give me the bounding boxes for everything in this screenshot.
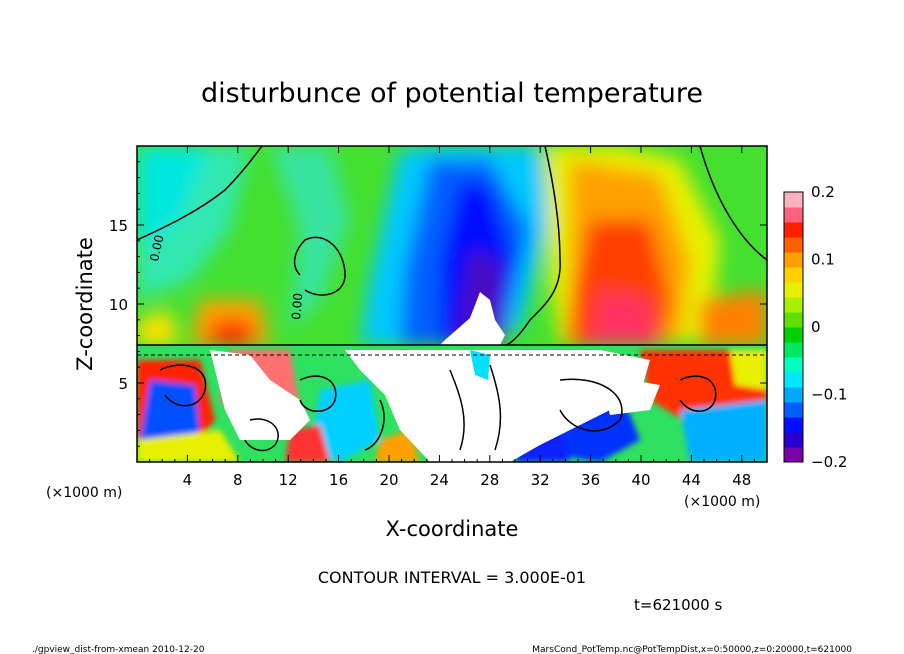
colorbar-segment (784, 357, 803, 373)
x-tick-label: 28 (480, 471, 499, 489)
colorbar-tick-label: −0.2 (811, 453, 847, 471)
colorbar-segment (784, 297, 803, 313)
x-tick-label: 32 (531, 471, 550, 489)
chart-title: disturbunce of potential temperature (201, 78, 703, 109)
x-axis-label: X-coordinate (386, 517, 519, 541)
colorbar-tick-label: −0.1 (811, 386, 847, 404)
footer-right: MarsCond_PotTemp.nc@PotTempDist,x=0:5000… (532, 645, 852, 654)
colorbar-segment (784, 432, 803, 448)
colorbar (784, 192, 803, 463)
y-axis-unit: (×1000 m) (46, 485, 122, 501)
contour-lines (137, 146, 767, 452)
x-tick-label: 40 (631, 471, 650, 489)
x-tick-label: 8 (233, 471, 243, 489)
x-tick-label: 12 (279, 471, 298, 489)
y-tick-label: 10 (109, 296, 128, 314)
colorbar-segment (784, 447, 803, 463)
x-axis-unit: (×1000 m) (684, 494, 760, 510)
y-tick-label: 15 (109, 217, 128, 235)
colorbar-segment (784, 327, 803, 343)
colorbar-tick-label: 0 (811, 318, 821, 336)
y-axis-label: Z-coordinate (73, 237, 97, 371)
colorbar-segment (784, 417, 803, 433)
colorbar-segment (784, 312, 803, 328)
time-annotation: t=621000 s (634, 596, 722, 614)
contour-label-0: 0.00 (147, 234, 166, 263)
contour-label-1: 0.00 (289, 292, 305, 320)
colorbar-segment (784, 207, 803, 223)
colorbar-segment (784, 192, 803, 208)
y-tick-label: 5 (118, 375, 128, 393)
x-axis-ticks: 4 8 12 16 20 24 28 32 36 40 44 48 (149, 146, 755, 489)
upper-layer-field (137, 146, 767, 345)
colorbar-segment (784, 252, 803, 268)
white-peak-region (440, 292, 505, 345)
lower-layer-field (137, 345, 767, 462)
colorbar-segment (784, 372, 803, 388)
y-axis-ticks: 5 10 15 (109, 161, 767, 447)
colorbar-tick-label: 0.2 (811, 183, 835, 201)
footer-left: ./gpview_dist-from-xmean 2010-12-20 (32, 645, 205, 654)
x-tick-label: 48 (732, 471, 751, 489)
x-tick-label: 4 (183, 471, 193, 489)
x-tick-label: 16 (329, 471, 348, 489)
colorbar-segment (784, 267, 803, 283)
x-tick-label: 20 (379, 471, 398, 489)
contour-interval-note: CONTOUR INTERVAL = 3.000E-01 (318, 568, 586, 587)
colorbar-segment (784, 222, 803, 238)
colorbar-tick-label: 0.1 (811, 251, 835, 269)
x-tick-label: 36 (581, 471, 600, 489)
x-tick-label: 24 (430, 471, 449, 489)
colorbar-segment (784, 342, 803, 358)
colorbar-segment (784, 282, 803, 298)
colorbar-tick-labels: 0.2 0.1 0 −0.1 −0.2 (811, 183, 847, 471)
colorbar-segment (784, 402, 803, 418)
x-tick-label: 44 (682, 471, 701, 489)
heatmap-plot-area: 0.00 0.00 (137, 146, 767, 462)
colorbar-frame (783, 191, 804, 463)
colorbar-segment (784, 387, 803, 403)
colorbar-segment (784, 237, 803, 253)
